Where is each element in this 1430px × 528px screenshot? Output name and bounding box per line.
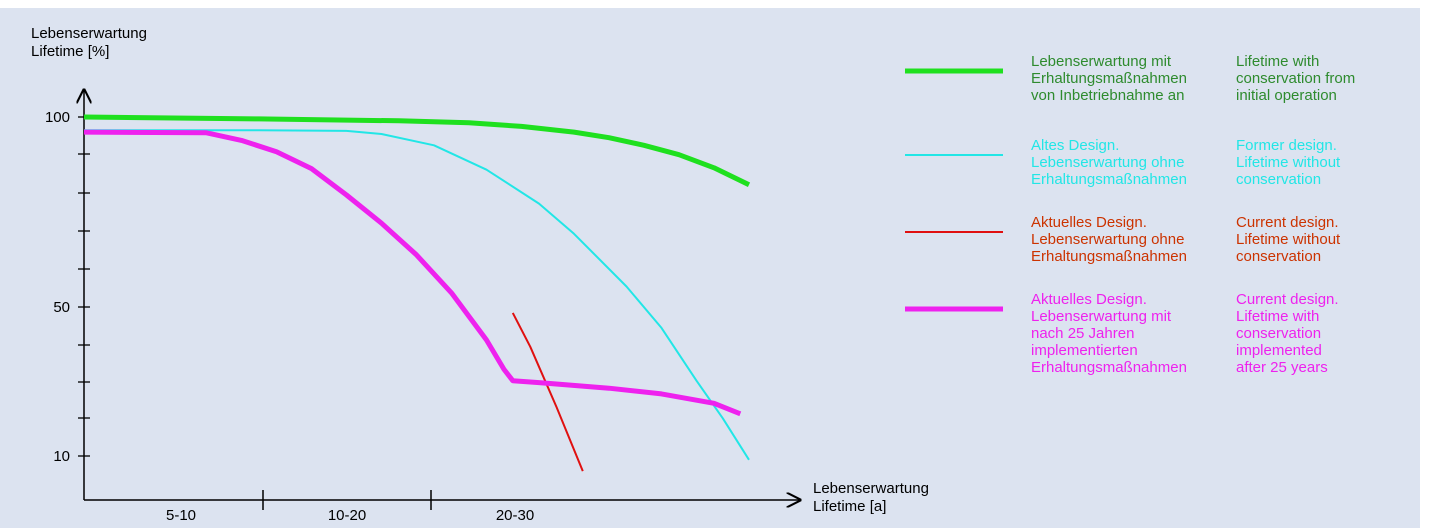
series-line-green xyxy=(83,114,751,188)
legend-label-en-cyan: Former design. Lifetime without conserva… xyxy=(1236,137,1341,188)
legend-label-en-green: Lifetime with conservation from initial … xyxy=(1236,53,1356,104)
y-axis-title-line-1: Lebenserwartung xyxy=(31,25,147,42)
y-tick-label: 50 xyxy=(53,299,70,316)
y-tick-label: 10 xyxy=(53,448,70,465)
x-category-label: 5-10 xyxy=(166,507,196,524)
series-layer xyxy=(83,114,751,472)
y-tick-label: 100 xyxy=(45,109,70,126)
legend-label-de-red: Aktuelles Design. Lebenserwartung ohne E… xyxy=(1031,214,1187,265)
legend-label-en-red: Current design. Lifetime without conserv… xyxy=(1236,214,1341,265)
x-axis-title-line-2: Lifetime [a] xyxy=(813,498,886,515)
legend-label-de-magenta: Aktuelles Design. Lebenserwartung mit na… xyxy=(1031,291,1187,376)
axes: 100 50 10 5-10 10-20 20-30 xyxy=(45,90,800,524)
legend-label-de-cyan: Altes Design. Lebenserwartung ohne Erhal… xyxy=(1031,137,1187,188)
x-axis-title-line-1: Lebenserwartung xyxy=(813,480,929,497)
series-line-cyan xyxy=(84,129,750,461)
legend-label-de-green: Lebenserwartung mit Erhaltungsmaßnahmen … xyxy=(1031,53,1187,104)
series-line-red xyxy=(511,312,584,472)
chart-area: 100 50 10 5-10 10-20 20-30 Lebenserwartung Li… xyxy=(0,8,1420,528)
x-category-label: 20-30 xyxy=(496,507,534,524)
legend-label-en-magenta: Current design. Lifetime with conservati… xyxy=(1236,291,1339,376)
y-axis-title-line-2: Lifetime [%] xyxy=(31,43,109,60)
series-line-magenta xyxy=(83,129,742,417)
line-chart: 100 50 10 5-10 10-20 20-30 Lebenserwartung Li… xyxy=(31,25,1003,524)
x-category-label: 10-20 xyxy=(328,507,366,524)
